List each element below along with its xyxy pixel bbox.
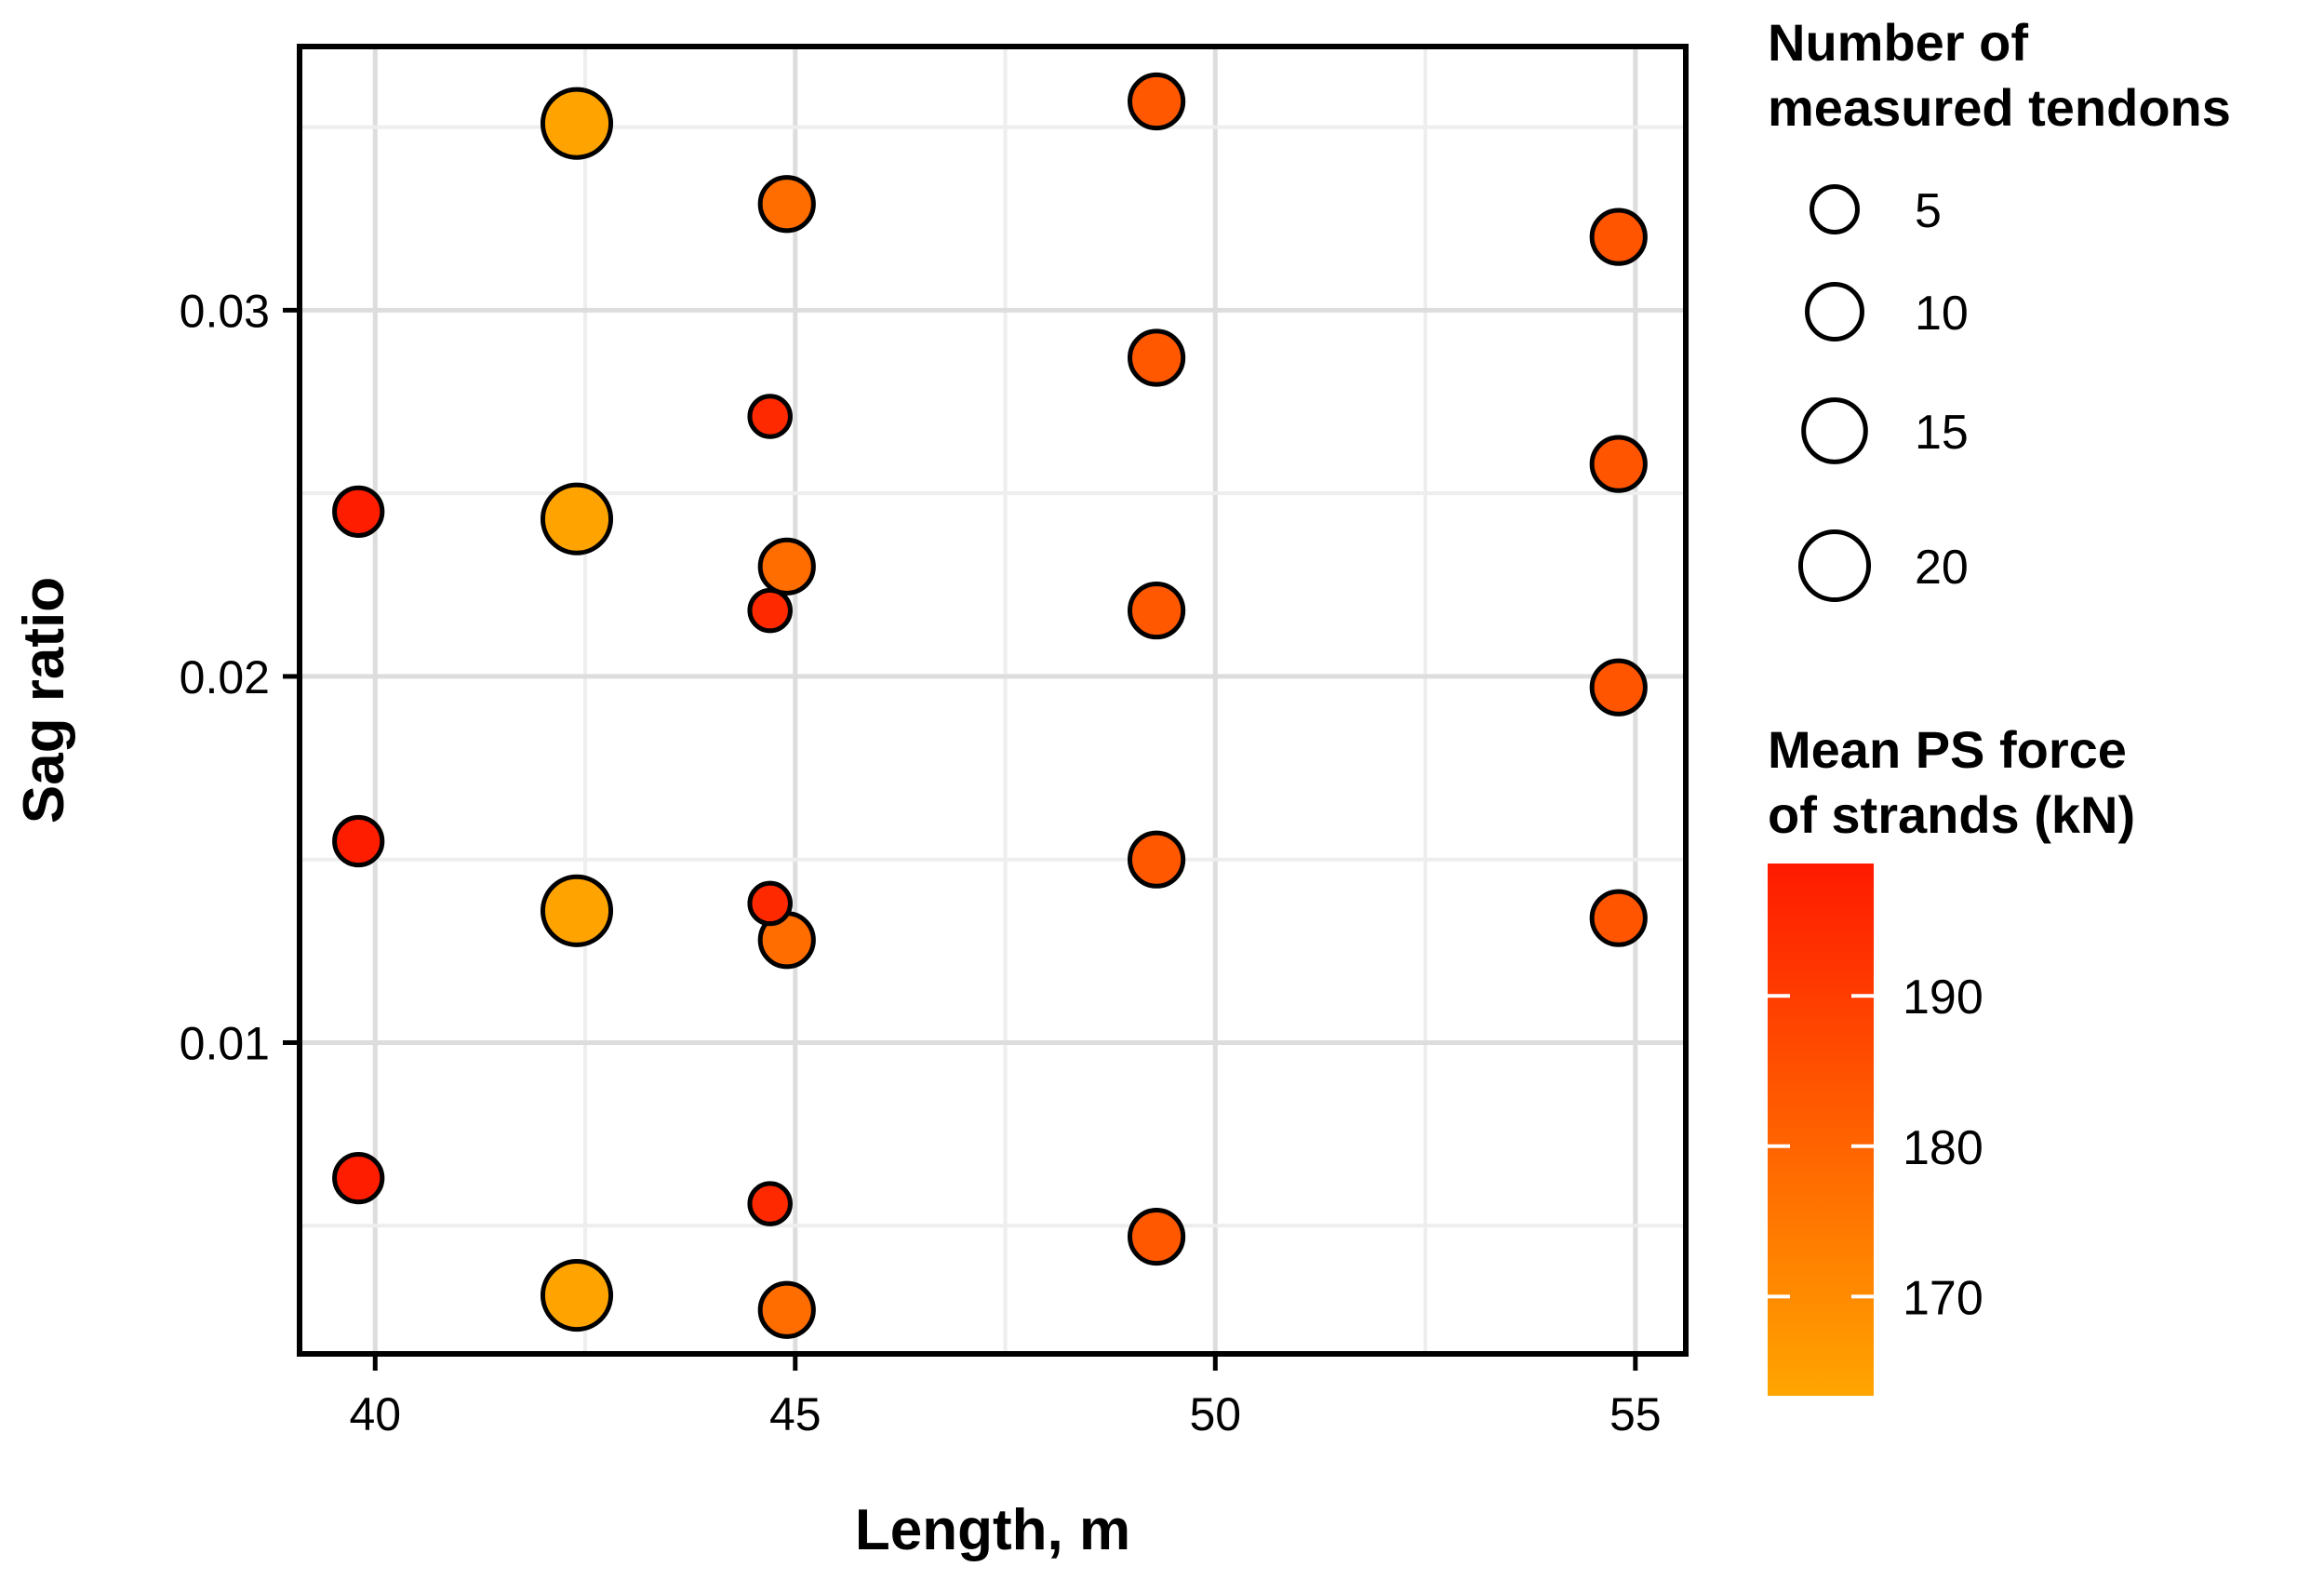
color-bar xyxy=(1768,864,1874,1396)
size-legend-label: 20 xyxy=(1915,541,1969,595)
plot-panel-border xyxy=(297,44,1689,1357)
data-point xyxy=(540,1258,614,1332)
data-point xyxy=(747,1181,793,1226)
x-tick-label: 55 xyxy=(1609,1388,1662,1440)
data-point xyxy=(747,587,793,634)
data-point xyxy=(540,87,614,160)
axis-ticks: 40 45 50 55 0.01 0.02 0.03 xyxy=(180,285,1662,1440)
size-legend-key xyxy=(1805,282,1864,341)
color-legend: Mean PS force of strands (kN) 170 180 190 xyxy=(1768,720,2135,1396)
y-tick-label: 0.01 xyxy=(180,1017,270,1069)
data-point xyxy=(540,874,614,947)
data-point xyxy=(747,880,793,927)
color-legend-title: Mean PS force xyxy=(1768,720,2127,779)
data-point xyxy=(1127,72,1186,131)
data-point xyxy=(1127,581,1186,640)
size-legend-label: 10 xyxy=(1915,287,1969,341)
x-tick-label: 45 xyxy=(769,1388,821,1440)
x-tick-label: 50 xyxy=(1189,1388,1241,1440)
data-point xyxy=(747,394,793,439)
data-point xyxy=(1589,658,1648,716)
data-point xyxy=(757,1280,816,1339)
color-bar-label: 190 xyxy=(1903,971,1983,1024)
data-point xyxy=(332,1151,385,1205)
x-axis-title: Length, m xyxy=(855,1498,1130,1562)
y-tick-label: 0.03 xyxy=(180,285,270,337)
y-axis-title: Sag ratio xyxy=(12,577,76,823)
color-bar-label: 180 xyxy=(1903,1121,1983,1175)
data-point xyxy=(1127,328,1186,387)
data-point xyxy=(757,175,816,234)
size-legend-key xyxy=(1797,529,1872,603)
size-legend-key xyxy=(1810,184,1860,234)
data-point xyxy=(1127,1207,1186,1266)
data-point xyxy=(1589,208,1648,266)
color-bar-label: 170 xyxy=(1903,1271,1983,1325)
data-point xyxy=(1589,435,1648,493)
size-legend-key xyxy=(1801,397,1868,464)
data-point xyxy=(1589,889,1648,947)
size-legend-title: measured tendons xyxy=(1768,78,2231,137)
data-point xyxy=(540,482,614,556)
size-legend-label: 15 xyxy=(1915,406,1969,460)
color-legend-title: of strands (kN) xyxy=(1768,785,2135,844)
data-point xyxy=(1127,830,1186,889)
grid-layer xyxy=(300,47,1686,1354)
points-layer xyxy=(332,72,1648,1339)
y-tick-label: 0.02 xyxy=(180,651,270,703)
x-tick-label: 40 xyxy=(349,1388,401,1440)
data-point xyxy=(757,537,816,596)
size-legend: Number of measured tendons 5 10 15 20 xyxy=(1768,13,2231,603)
data-point xyxy=(332,485,385,538)
data-point xyxy=(332,814,385,868)
size-legend-label: 5 xyxy=(1915,184,1942,238)
size-legend-title: Number of xyxy=(1768,13,2028,72)
